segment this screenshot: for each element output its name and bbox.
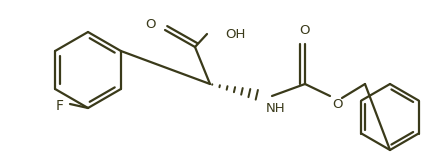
Text: F: F xyxy=(56,99,64,113)
Text: NH: NH xyxy=(266,102,286,114)
Text: O: O xyxy=(146,19,156,31)
Text: O: O xyxy=(333,97,343,111)
Text: OH: OH xyxy=(225,28,245,40)
Text: O: O xyxy=(300,24,310,36)
